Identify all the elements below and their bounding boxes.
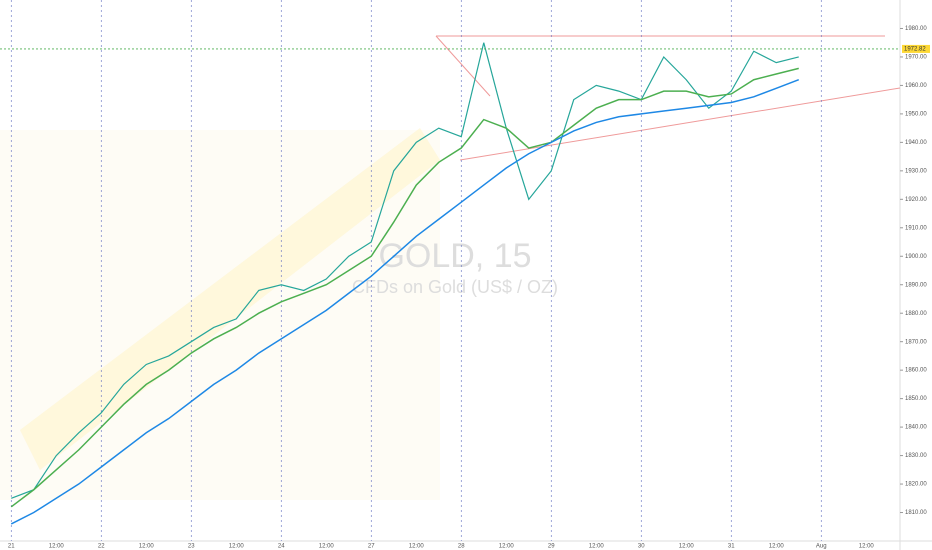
x-tick-label: 12:00	[679, 544, 695, 550]
x-tick-label: 27	[368, 544, 375, 550]
series-line	[10, 67, 799, 508]
y-tick-label: 1960.00	[905, 83, 927, 89]
x-tick-label: 12:00	[139, 544, 155, 550]
last-price-label: 1972.82	[904, 46, 926, 52]
x-tick-label: 21	[8, 544, 15, 550]
x-tick-label: 24	[278, 544, 285, 550]
x-tick-label: 23	[188, 544, 195, 550]
x-tick-label: 28	[458, 544, 465, 550]
x-tick-label: 12:00	[769, 544, 785, 550]
series-line	[11, 42, 799, 499]
x-tick-label: 29	[548, 544, 555, 550]
x-tick-label: 12:00	[409, 544, 425, 550]
support-line	[459, 87, 901, 161]
y-tick-label: 1920.00	[905, 197, 927, 203]
y-tick-label: 1830.00	[905, 453, 927, 459]
y-tick-label: 1930.00	[905, 168, 927, 174]
x-tick-label: 12:00	[229, 544, 245, 550]
x-tick-label: Aug	[816, 544, 827, 550]
x-tick-label: 12:00	[589, 544, 605, 550]
y-tick-label: 1880.00	[905, 311, 927, 317]
x-tick-label: 12:00	[49, 544, 65, 550]
x-tick-label: 31	[728, 544, 735, 550]
y-tick-label: 1870.00	[905, 339, 927, 345]
y-tick-label: 1980.00	[905, 26, 927, 32]
channel	[20, 128, 440, 470]
y-tick-label: 1820.00	[905, 482, 927, 488]
watermark-title: GOLD, 15	[378, 237, 531, 275]
y-tick-label: 1900.00	[905, 254, 927, 260]
y-tick-label: 1840.00	[905, 425, 927, 431]
y-tick-label: 1810.00	[905, 510, 927, 516]
y-tick-label: 1850.00	[905, 396, 927, 402]
x-tick-label: 12:00	[319, 544, 335, 550]
y-tick-label: 1940.00	[905, 140, 927, 146]
y-tick-label: 1970.00	[905, 55, 927, 61]
y-tick-label: 1910.00	[905, 225, 927, 231]
trend-line	[435, 35, 491, 97]
y-tick-label: 1890.00	[905, 282, 927, 288]
last-price-box	[902, 44, 930, 53]
y-tick-label: 1950.00	[905, 111, 927, 117]
x-tick-label: 30	[638, 544, 645, 550]
y-tick-label: 1860.00	[905, 368, 927, 374]
watermark-subtitle: CFDs on Gold (US$ / OZ)	[352, 277, 558, 297]
x-tick-label: 12:00	[499, 544, 515, 550]
series-line	[10, 79, 800, 525]
x-tick-label: 22	[98, 544, 105, 550]
x-tick-label: 12:00	[859, 544, 875, 550]
